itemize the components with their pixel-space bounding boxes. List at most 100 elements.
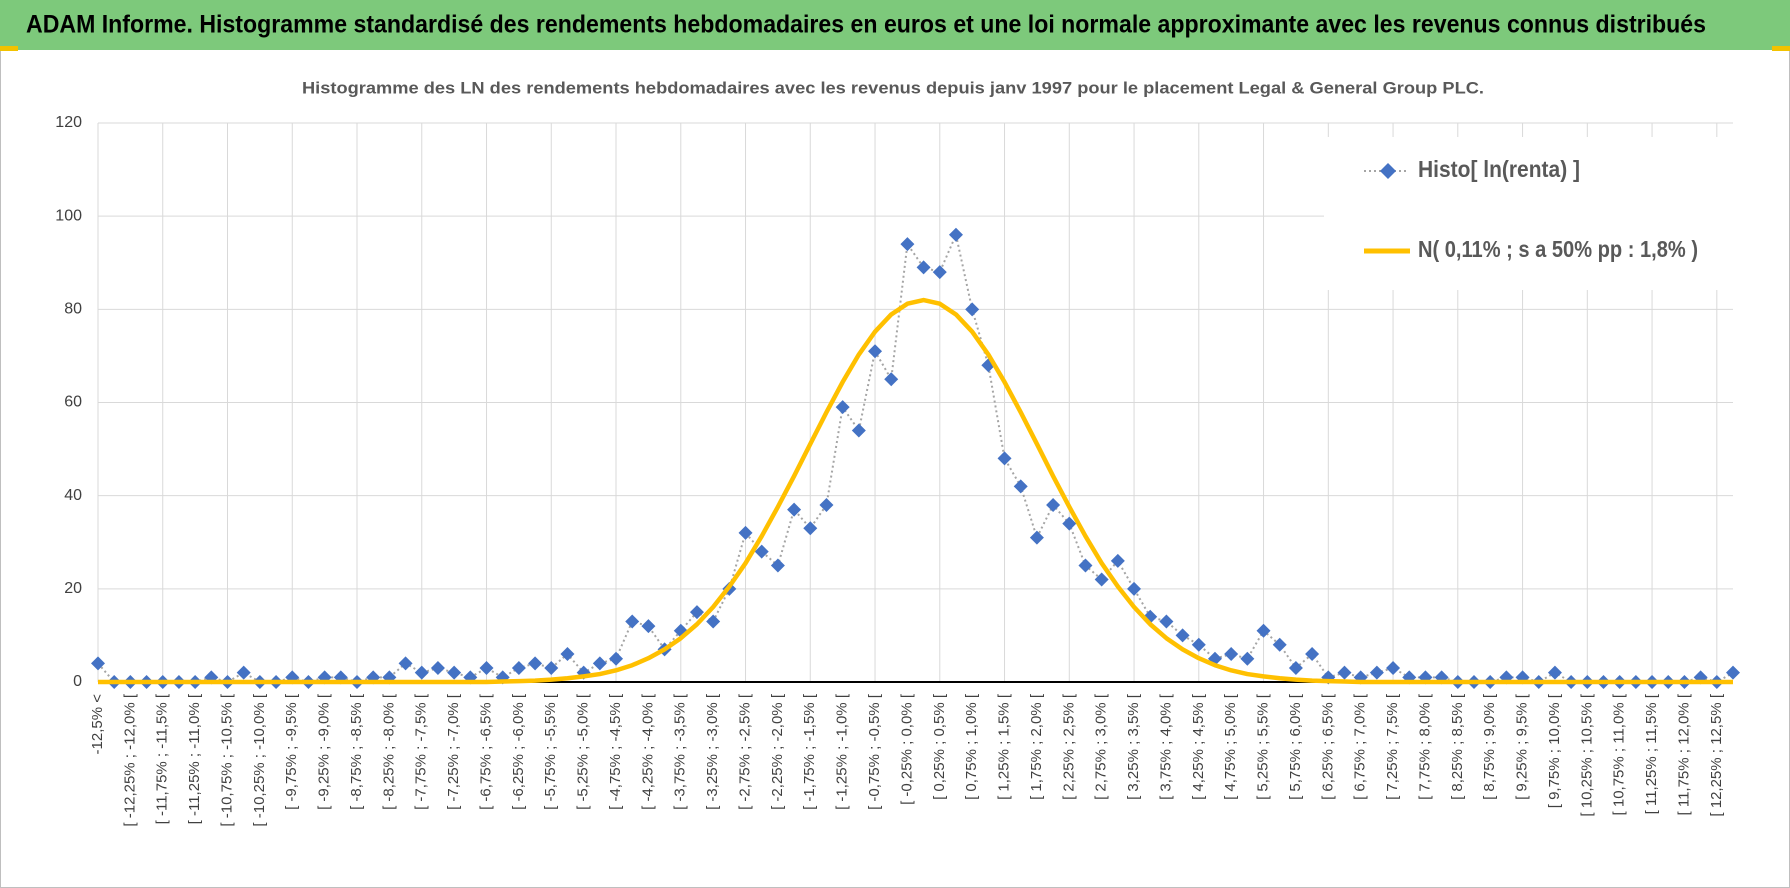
point-marker: [1369, 665, 1384, 680]
x-tick-label: [ -5,25% ; -5,0% [: [575, 693, 592, 810]
x-tick-label: [ 11,25% ; 11,5% [: [1643, 693, 1660, 814]
y-tick-label: 80: [64, 301, 82, 318]
point-marker: [1078, 558, 1093, 573]
x-tick-label: [ -11,25% ; -11,0% [: [186, 693, 203, 824]
point-marker: [1272, 637, 1287, 652]
legend-marker: [1380, 163, 1396, 179]
x-tick-label: [ -7,25% ; -7,0% [: [445, 693, 462, 810]
x-tick-label: [ 1,75% ; 2,0% [: [1028, 693, 1045, 800]
page-title: ADAM Informe. Histogramme standardisé de…: [26, 11, 1706, 39]
x-tick-label: [ -0,25% ; 0,0% [: [898, 693, 915, 805]
x-tick-label: [ -10,75% ; -10,5% [: [218, 693, 235, 826]
x-tick-label: [ -12,25% ; -12,0% [: [121, 693, 138, 826]
point-marker: [1224, 647, 1239, 662]
x-tick-label: [ -2,75% ; -2,5% [: [736, 693, 753, 810]
point-marker: [868, 344, 883, 359]
x-tick-label: [ 7,75% ; 8,0% [: [1416, 693, 1433, 800]
point-marker: [1110, 553, 1125, 568]
point-marker: [414, 665, 429, 680]
chart-title: Histogramme des LN des rendements hebdom…: [302, 78, 1484, 97]
point-marker: [641, 619, 656, 634]
x-tick-label: [ -3,25% ; -3,0% [: [704, 693, 721, 810]
x-tick-label: [ 5,75% ; 6,0% [: [1287, 693, 1304, 800]
point-marker: [1029, 530, 1044, 545]
y-tick-label: 0: [73, 673, 82, 690]
point-marker: [447, 665, 462, 680]
point-marker: [1288, 661, 1303, 676]
x-tick-label: [ -1,75% ; -1,5% [: [801, 693, 818, 810]
point-marker: [1159, 614, 1174, 629]
y-tick-label: 100: [55, 207, 82, 224]
x-tick-label: [ -4,75% ; -4,5% [: [607, 693, 624, 810]
point-marker: [528, 656, 543, 671]
point-marker: [916, 260, 931, 275]
x-tick-label: [ 5,25% ; 5,5% [: [1255, 693, 1272, 800]
point-marker: [770, 558, 785, 573]
point-marker: [965, 302, 980, 317]
x-tick-label: [ 1,25% ; 1,5% [: [996, 693, 1013, 800]
point-marker: [91, 656, 105, 671]
point-marker: [511, 661, 526, 676]
point-marker: [884, 372, 899, 387]
point-marker: [1386, 661, 1401, 676]
x-tick-label: [ -11,75% ; -11,5% [: [154, 693, 171, 824]
x-tick-label: [ 4,75% ; 5,0% [: [1222, 693, 1239, 800]
point-marker: [948, 227, 963, 242]
point-marker: [1062, 516, 1077, 531]
x-tick-label: [ -9,75% ; -9,5% [: [283, 693, 300, 810]
x-tick-label: [ -0,75% ; -0,5% [: [866, 693, 883, 810]
x-tick-label: [ 6,25% ; 6,5% [: [1319, 693, 1336, 800]
point-marker: [819, 497, 834, 512]
x-tick-label: [ 0,25% ; 0,5% [: [931, 693, 948, 800]
x-tick-label: [ 8,75% ; 9,0% [: [1481, 693, 1498, 800]
point-marker: [738, 525, 753, 540]
y-tick-label: 60: [64, 394, 82, 411]
y-tick-label: 120: [55, 114, 82, 131]
point-marker: [689, 605, 704, 620]
x-tick-label: [ -7,75% ; -7,5% [: [413, 693, 430, 810]
point-marker: [932, 265, 947, 280]
point-marker: [787, 502, 802, 517]
legend-label: Histo[ ln(renta) ]: [1418, 156, 1580, 182]
x-tick-label: [ 10,75% ; 11,0% [: [1611, 693, 1628, 815]
x-tick-label: [ 10,25% ; 10,5% [: [1578, 693, 1595, 816]
x-tick-label: [ 11,75% ; 12,0% [: [1675, 693, 1692, 815]
point-marker: [1726, 665, 1740, 680]
title-bar: [0, 0, 1790, 50]
point-marker: [851, 423, 866, 438]
point-marker: [1094, 572, 1109, 587]
point-marker: [754, 544, 769, 559]
point-marker: [625, 614, 640, 629]
point-marker: [706, 614, 721, 629]
point-marker: [1547, 665, 1562, 680]
x-tick-label: [ -1,25% ; -1,0% [: [834, 693, 851, 810]
point-marker: [1256, 623, 1271, 638]
point-marker: [609, 651, 624, 666]
x-tick-label: [ 3,75% ; 4,0% [: [1157, 693, 1174, 800]
point-marker: [1127, 581, 1142, 596]
corner-accent: [0, 46, 18, 51]
point-marker: [1337, 665, 1352, 680]
x-tick-label: [ 6,75% ; 7,0% [: [1352, 693, 1369, 800]
x-tick-label: [ 7,25% ; 7,5% [: [1384, 693, 1401, 800]
point-marker: [236, 665, 251, 680]
x-tick-label: [ 2,25% ; 2,5% [: [1060, 693, 1077, 800]
point-marker: [1013, 479, 1028, 494]
x-tick-label: [ -5,75% ; -5,5% [: [542, 693, 559, 810]
point-marker: [544, 661, 559, 676]
series-line: [98, 297, 1733, 685]
y-tick-label: 40: [64, 487, 82, 504]
corner-accent: [1772, 46, 1790, 51]
x-tick-label: -12,5% <: [89, 694, 106, 755]
point-marker: [560, 647, 575, 662]
point-marker: [430, 661, 445, 676]
x-tick-label: [ -10,25% ; -10,0% [: [251, 693, 268, 826]
y-tick-label: 20: [64, 580, 82, 597]
x-tick-label: [ -8,75% ; -8,5% [: [348, 693, 365, 810]
point-marker: [900, 237, 915, 252]
x-tick-label: [ -8,25% ; -8,0% [: [380, 693, 397, 810]
x-tick-label: [ -6,25% ; -6,0% [: [510, 693, 527, 810]
x-tick-label: [ -4,25% ; -4,0% [: [639, 693, 656, 810]
